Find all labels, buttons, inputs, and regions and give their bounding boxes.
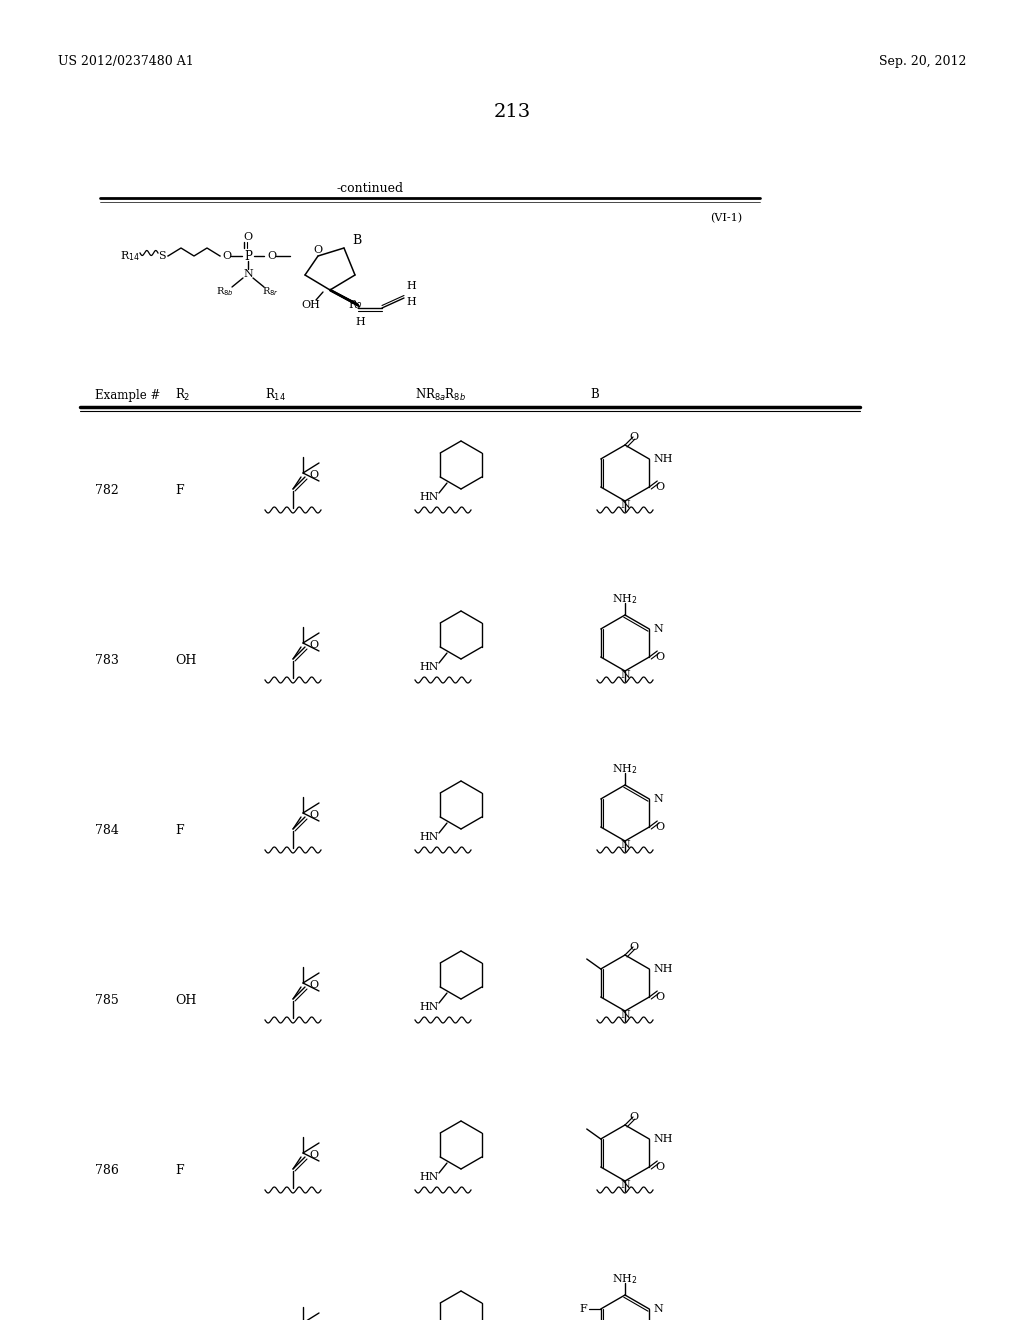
Text: OH: OH xyxy=(175,994,197,1006)
Text: O: O xyxy=(655,993,665,1002)
Text: R$_2$: R$_2$ xyxy=(348,298,362,312)
Text: N: N xyxy=(621,500,630,510)
Text: (VI-1): (VI-1) xyxy=(710,213,742,223)
Text: F: F xyxy=(579,1304,587,1313)
Text: 784: 784 xyxy=(95,824,119,837)
Text: NR$_{8a}$R$_{8b}$: NR$_{8a}$R$_{8b}$ xyxy=(415,387,466,403)
Text: US 2012/0237480 A1: US 2012/0237480 A1 xyxy=(58,55,194,69)
Text: N: N xyxy=(621,1010,630,1020)
Text: Example #: Example # xyxy=(95,388,161,401)
Text: 783: 783 xyxy=(95,653,119,667)
Text: P: P xyxy=(244,249,252,263)
Text: O: O xyxy=(267,251,276,261)
Text: O: O xyxy=(309,470,318,480)
Text: 213: 213 xyxy=(494,103,530,121)
Text: O: O xyxy=(309,810,318,820)
Text: NH$_2$: NH$_2$ xyxy=(612,762,638,776)
Text: O: O xyxy=(309,1150,318,1160)
Text: R$_2$: R$_2$ xyxy=(175,387,190,403)
Text: H: H xyxy=(406,281,416,290)
Text: O: O xyxy=(655,482,665,492)
Text: NH$_2$: NH$_2$ xyxy=(612,1272,638,1286)
Text: O: O xyxy=(629,1111,638,1122)
Text: O: O xyxy=(244,232,253,242)
Text: H: H xyxy=(406,297,416,308)
Text: S: S xyxy=(158,251,166,261)
Text: O: O xyxy=(655,822,665,832)
Text: N: N xyxy=(243,269,253,279)
Text: 782: 782 xyxy=(95,483,119,496)
Text: O: O xyxy=(629,942,638,952)
Text: Sep. 20, 2012: Sep. 20, 2012 xyxy=(879,55,966,69)
Text: NH: NH xyxy=(653,454,673,465)
Text: HN: HN xyxy=(420,663,439,672)
Text: OH: OH xyxy=(175,653,197,667)
Text: OH: OH xyxy=(301,300,321,310)
Text: O: O xyxy=(309,640,318,649)
Text: 786: 786 xyxy=(95,1163,119,1176)
Text: H: H xyxy=(355,317,365,327)
Text: R$_{8r}$: R$_{8r}$ xyxy=(261,285,279,298)
Text: N: N xyxy=(653,795,663,804)
Text: N: N xyxy=(653,1304,663,1313)
Text: N: N xyxy=(621,840,630,850)
Text: R$_{8b}$: R$_{8b}$ xyxy=(216,285,233,298)
Text: R$_{14}$: R$_{14}$ xyxy=(120,249,140,263)
Text: HN: HN xyxy=(420,832,439,842)
Text: N: N xyxy=(621,1180,630,1191)
Text: HN: HN xyxy=(420,1002,439,1012)
Text: R$_{14}$: R$_{14}$ xyxy=(265,387,286,403)
Text: HN: HN xyxy=(420,492,439,502)
Text: O: O xyxy=(309,979,318,990)
Text: B: B xyxy=(590,388,599,401)
Text: 785: 785 xyxy=(95,994,119,1006)
Text: NH: NH xyxy=(653,964,673,974)
Text: O: O xyxy=(313,246,323,255)
Text: O: O xyxy=(655,1162,665,1172)
Text: O: O xyxy=(222,251,231,261)
Polygon shape xyxy=(330,290,360,308)
Text: O: O xyxy=(629,432,638,442)
Text: F: F xyxy=(175,1163,183,1176)
Text: HN: HN xyxy=(420,1172,439,1181)
Text: F: F xyxy=(175,824,183,837)
Text: NH$_2$: NH$_2$ xyxy=(612,593,638,606)
Text: N: N xyxy=(653,624,663,634)
Text: N: N xyxy=(621,671,630,680)
Text: -continued: -continued xyxy=(337,181,403,194)
Text: O: O xyxy=(655,652,665,663)
Text: NH: NH xyxy=(653,1134,673,1144)
Text: B: B xyxy=(352,234,361,247)
Text: F: F xyxy=(175,483,183,496)
